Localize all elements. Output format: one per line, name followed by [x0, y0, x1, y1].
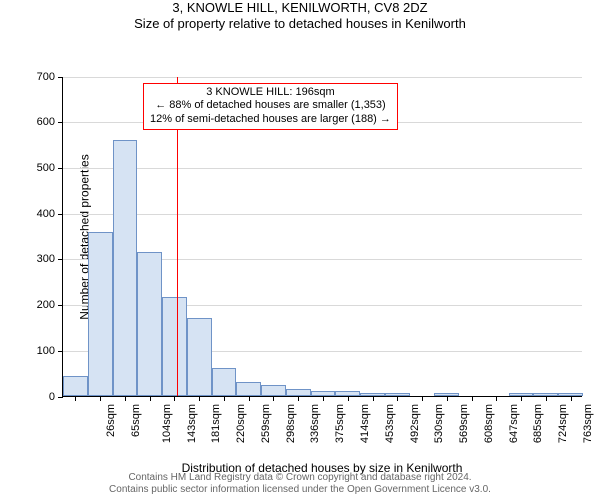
ytick-mark — [58, 397, 63, 398]
xtick-mark — [472, 396, 473, 401]
xtick-mark — [174, 396, 175, 401]
xtick-mark — [125, 396, 126, 401]
ytick-label: 500 — [37, 162, 55, 174]
gridline — [63, 77, 582, 78]
xtick-label: 65sqm — [130, 404, 142, 437]
ytick-label: 200 — [37, 299, 55, 311]
histogram-bar — [212, 368, 237, 395]
ytick-mark — [58, 168, 63, 169]
ytick-mark — [58, 259, 63, 260]
xtick-mark — [496, 396, 497, 401]
xtick-mark — [100, 396, 101, 401]
ytick-label: 300 — [37, 253, 55, 265]
xtick-label: 259sqm — [260, 404, 272, 443]
xtick-label: 763sqm — [582, 404, 594, 443]
xtick-mark — [150, 396, 151, 401]
ytick-mark — [58, 77, 63, 78]
histogram-bar — [236, 382, 261, 396]
xtick-label: 375sqm — [334, 404, 346, 443]
xtick-mark — [75, 396, 76, 401]
xtick-mark — [323, 396, 324, 401]
xtick-label: 647sqm — [508, 404, 520, 443]
xtick-mark — [249, 396, 250, 401]
footer-line-1: Contains HM Land Registry data © Crown c… — [0, 472, 600, 484]
xtick-label: 298sqm — [285, 404, 297, 443]
xtick-mark — [397, 396, 398, 401]
xtick-mark — [298, 396, 299, 401]
callout-box: 3 KNOWLE HILL: 196sqm← 88% of detached h… — [143, 83, 398, 130]
histogram-bar — [187, 318, 212, 396]
xtick-label: 220sqm — [235, 404, 247, 443]
xtick-label: 181sqm — [211, 404, 223, 443]
xtick-label: 608sqm — [483, 404, 495, 443]
ytick-label: 0 — [49, 391, 55, 403]
gridline — [63, 214, 582, 215]
xtick-mark — [373, 396, 374, 401]
xtick-mark — [521, 396, 522, 401]
xtick-mark — [348, 396, 349, 401]
footer-line-2: Contains public sector information licen… — [0, 484, 600, 496]
xtick-label: 26sqm — [105, 404, 117, 437]
xtick-mark — [224, 396, 225, 401]
ytick-label: 600 — [37, 116, 55, 128]
histogram-bar — [162, 297, 187, 395]
xtick-label: 336sqm — [310, 404, 322, 443]
xtick-label: 492sqm — [409, 404, 421, 443]
gridline — [63, 168, 582, 169]
xtick-mark — [199, 396, 200, 401]
callout-line: 12% of semi-detached houses are larger (… — [150, 113, 391, 127]
ytick-mark — [58, 214, 63, 215]
histogram-bar — [113, 140, 138, 396]
footer-attribution: Contains HM Land Registry data © Crown c… — [0, 472, 600, 496]
histogram-bar — [137, 252, 162, 396]
ytick-label: 400 — [37, 208, 55, 220]
ytick-mark — [58, 305, 63, 306]
xtick-label: 724sqm — [557, 404, 569, 443]
title-line-1: 3, KNOWLE HILL, KENILWORTH, CV8 2DZ — [0, 0, 600, 16]
histogram-bar — [63, 376, 88, 395]
xtick-label: 414sqm — [359, 404, 371, 443]
ytick-mark — [58, 351, 63, 352]
xtick-mark — [546, 396, 547, 401]
xtick-label: 685sqm — [532, 404, 544, 443]
ytick-label: 100 — [37, 345, 55, 357]
xtick-label: 143sqm — [186, 404, 198, 443]
title-line-2: Size of property relative to detached ho… — [0, 16, 600, 32]
callout-line: 3 KNOWLE HILL: 196sqm — [150, 86, 391, 100]
ytick-mark — [58, 122, 63, 123]
xtick-mark — [422, 396, 423, 401]
xtick-mark — [447, 396, 448, 401]
xtick-mark — [273, 396, 274, 401]
histogram-bar — [88, 232, 113, 396]
xtick-label: 530sqm — [433, 404, 445, 443]
callout-line: ← 88% of detached houses are smaller (1,… — [150, 99, 391, 113]
xtick-label: 569sqm — [458, 404, 470, 443]
chart-titles: 3, KNOWLE HILL, KENILWORTH, CV8 2DZ Size… — [0, 0, 600, 33]
plot-area: 010020030040050060070026sqm65sqm104sqm14… — [62, 77, 582, 397]
ytick-label: 700 — [37, 71, 55, 83]
xtick-label: 104sqm — [161, 404, 173, 443]
xtick-label: 453sqm — [384, 404, 396, 443]
xtick-mark — [571, 396, 572, 401]
histogram-bar — [261, 385, 286, 395]
